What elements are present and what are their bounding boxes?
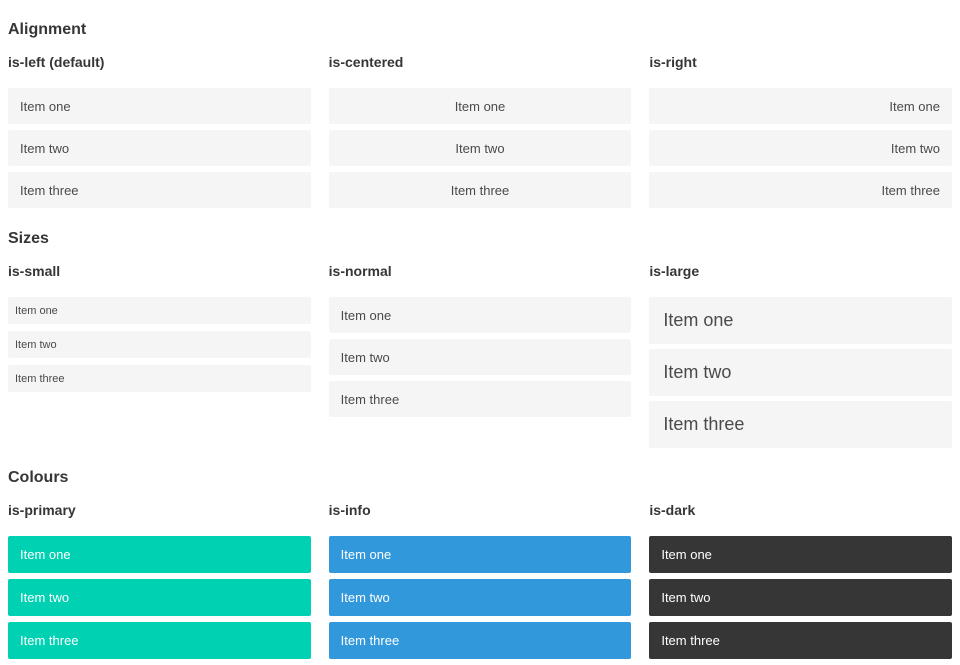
list-item[interactable]: Item one bbox=[8, 297, 311, 324]
alignment-columns: is-left (default) Item one Item two Item… bbox=[8, 39, 952, 214]
list-item[interactable]: Item one bbox=[328, 297, 632, 333]
section-title: Sizes bbox=[8, 230, 49, 247]
list-item[interactable]: Item two bbox=[328, 579, 632, 616]
column-subtitle: is-right bbox=[649, 54, 697, 70]
list-item[interactable]: Item one bbox=[649, 88, 952, 124]
list-is-normal: Item one Item two Item three bbox=[328, 297, 632, 417]
column-is-primary: is-primary Item one Item two Item three bbox=[8, 487, 311, 665]
column-subtitle: is-large bbox=[649, 263, 700, 279]
column-is-centered: is-centered Item one Item two Item three bbox=[328, 39, 632, 214]
list-item[interactable]: Item three bbox=[8, 365, 311, 392]
list-item[interactable]: Item two bbox=[8, 331, 311, 358]
list-item[interactable]: Item three bbox=[649, 172, 952, 208]
section-title: Colours bbox=[8, 469, 69, 486]
column-subtitle: is-dark bbox=[649, 502, 696, 518]
list-item[interactable]: Item three bbox=[8, 622, 311, 659]
column-subtitle: is-small bbox=[8, 263, 61, 279]
list-item[interactable]: Item two bbox=[649, 349, 952, 396]
list-is-info: Item one Item two Item three bbox=[328, 536, 632, 659]
column-is-info: is-info Item one Item two Item three bbox=[328, 487, 632, 665]
list-item[interactable]: Item two bbox=[649, 130, 952, 166]
list-item[interactable]: Item two bbox=[328, 339, 632, 375]
list-item[interactable]: Item two bbox=[8, 579, 311, 616]
column-is-large: is-large Item one Item two Item three bbox=[649, 248, 952, 453]
section-colours: Colours is-primary Item one Item two Ite… bbox=[8, 468, 952, 665]
section-sizes: Sizes is-small Item one Item two Item th… bbox=[8, 229, 952, 453]
colours-columns: is-primary Item one Item two Item three … bbox=[8, 487, 952, 665]
list-item[interactable]: Item two bbox=[8, 130, 311, 166]
list-is-left: Item one Item two Item three bbox=[8, 88, 311, 208]
column-is-dark: is-dark Item one Item two Item three bbox=[649, 487, 952, 665]
column-subtitle: is-normal bbox=[328, 263, 392, 279]
list-item[interactable]: Item one bbox=[8, 88, 311, 124]
list-item[interactable]: Item one bbox=[8, 536, 311, 573]
column-is-left: is-left (default) Item one Item two Item… bbox=[8, 39, 311, 214]
column-subtitle: is-centered bbox=[328, 54, 404, 70]
column-subtitle: is-left (default) bbox=[8, 54, 105, 70]
list-item[interactable]: Item three bbox=[8, 172, 311, 208]
column-is-right: is-right Item one Item two Item three bbox=[649, 39, 952, 214]
list-item[interactable]: Item three bbox=[328, 172, 632, 208]
list-item[interactable]: Item two bbox=[649, 579, 952, 616]
list-item[interactable]: Item one bbox=[649, 297, 952, 344]
list-item[interactable]: Item three bbox=[328, 622, 632, 659]
list-item[interactable]: Item one bbox=[649, 536, 952, 573]
section-alignment: Alignment is-left (default) Item one Ite… bbox=[8, 20, 952, 214]
list-item[interactable]: Item one bbox=[328, 536, 632, 573]
list-item[interactable]: Item three bbox=[328, 381, 632, 417]
column-is-normal: is-normal Item one Item two Item three bbox=[328, 248, 632, 423]
column-subtitle: is-primary bbox=[8, 502, 76, 518]
list-item[interactable]: Item three bbox=[649, 622, 952, 659]
list-item[interactable]: Item three bbox=[649, 401, 952, 448]
list-is-primary: Item one Item two Item three bbox=[8, 536, 311, 659]
section-title: Alignment bbox=[8, 21, 87, 38]
list-is-centered: Item one Item two Item three bbox=[328, 88, 632, 208]
list-is-right: Item one Item two Item three bbox=[649, 88, 952, 208]
column-subtitle: is-info bbox=[328, 502, 371, 518]
column-is-small: is-small Item one Item two Item three bbox=[8, 248, 311, 399]
list-is-small: Item one Item two Item three bbox=[8, 297, 311, 392]
list-is-large: Item one Item two Item three bbox=[649, 297, 952, 448]
list-item[interactable]: Item two bbox=[328, 130, 632, 166]
sizes-columns: is-small Item one Item two Item three is… bbox=[8, 248, 952, 453]
list-is-dark: Item one Item two Item three bbox=[649, 536, 952, 659]
list-item[interactable]: Item one bbox=[328, 88, 632, 124]
